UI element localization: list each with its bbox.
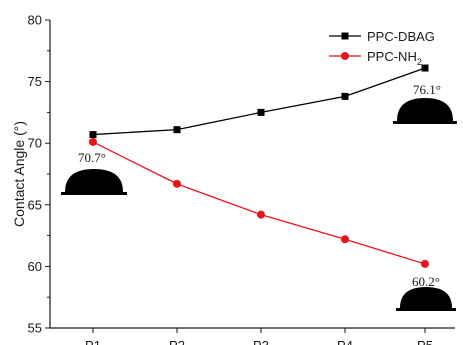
- y-axis-label: Contact Angle (°): [11, 121, 27, 227]
- series-point-2: [89, 137, 97, 146]
- droplet-substrate: [61, 192, 127, 195]
- droplet-shape: [400, 287, 452, 308]
- value-annotation: 76.1°: [413, 82, 441, 97]
- y-tick-label: 75: [28, 74, 42, 89]
- series-point-1: [89, 131, 97, 139]
- series-point-2: [257, 210, 265, 219]
- annotations: 70.7° 76.1° 60.2°: [78, 82, 441, 289]
- droplet-substrate: [396, 308, 456, 311]
- value-annotation: 60.2°: [412, 274, 440, 289]
- legend-marker-1: [341, 32, 349, 40]
- x-tick-label: P3: [253, 338, 269, 345]
- legend-label-2: PPC-NH2: [367, 49, 422, 67]
- legend: PPC-DBAG PPC-NH2: [329, 29, 435, 67]
- droplet-shape: [65, 169, 123, 192]
- droplet-substrate: [393, 121, 457, 124]
- y-tick-label: 60: [28, 259, 42, 274]
- series-layer: [89, 64, 429, 268]
- x-tick-label: P4: [337, 338, 353, 345]
- y-tick-label: 65: [28, 197, 42, 212]
- series-line-2: [92, 141, 426, 265]
- series-point-2: [341, 235, 349, 244]
- droplet-shape: [397, 98, 453, 121]
- series-point-2: [421, 259, 429, 268]
- series-point-1: [257, 108, 265, 116]
- series-point-1: [173, 126, 181, 134]
- series-point-2: [173, 179, 181, 188]
- legend-subscript: 2: [417, 57, 422, 67]
- y-tick-label: 55: [28, 321, 42, 336]
- series-line-1: [92, 67, 426, 136]
- legend-label-1: PPC-DBAG: [367, 29, 435, 44]
- value-annotation: 70.7°: [78, 150, 106, 165]
- axes: 55 60 65 70 75 80 P1 P2 P3 P4 P5: [28, 13, 455, 345]
- x-tick-label: P5: [417, 338, 433, 345]
- series-point-1: [421, 64, 429, 72]
- legend-marker-2: [341, 52, 349, 60]
- x-tick-label: P1: [85, 338, 101, 345]
- x-tick-label: P2: [169, 338, 185, 345]
- droplet-images: [61, 98, 457, 311]
- y-tick-label: 70: [28, 136, 42, 151]
- y-tick-label: 80: [28, 13, 42, 28]
- series-point-1: [341, 92, 349, 100]
